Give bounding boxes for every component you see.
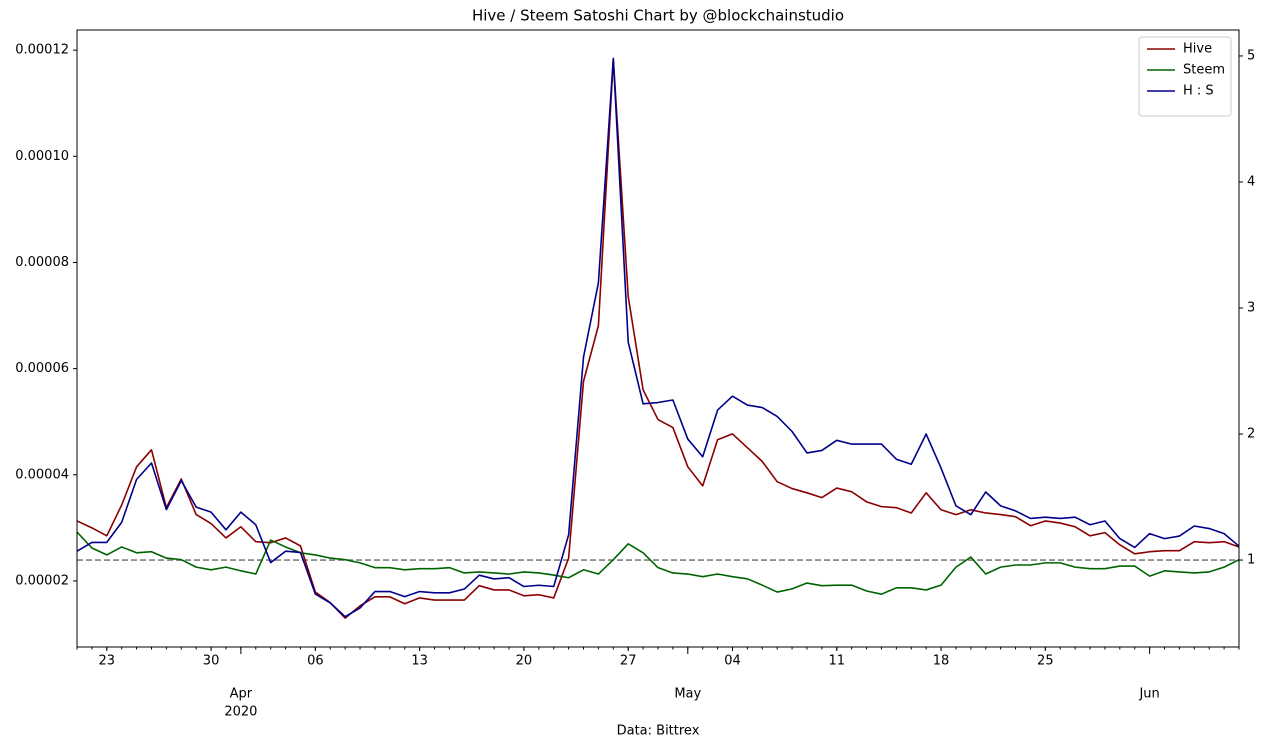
x-tick-label: 13 — [411, 654, 428, 669]
x-tick-label: 04 — [724, 654, 741, 669]
y-tick-label: 0.00012 — [15, 43, 69, 58]
x-month-label: Apr — [230, 687, 253, 702]
x-month-label: Jun — [1138, 687, 1159, 702]
y2-tick-label: 5 — [1247, 48, 1255, 63]
y2-tick-label: 2 — [1247, 427, 1255, 442]
series-line — [76, 57, 1240, 618]
x-tick-label: 25 — [1037, 654, 1054, 669]
x-tick-label: 06 — [307, 654, 324, 669]
x-tick-label: 11 — [828, 654, 845, 669]
y2-tick-label: 1 — [1247, 553, 1255, 568]
y-tick-label: 0.00010 — [15, 149, 69, 164]
x-tick-label: 30 — [203, 654, 220, 669]
x-axis-label: Data: Bittrex — [617, 724, 700, 739]
y-tick-label: 0.00002 — [15, 573, 69, 588]
legend-label: H : S — [1183, 84, 1214, 99]
y2-tick-label: 3 — [1247, 301, 1255, 316]
x-year-label: 2020 — [224, 705, 257, 720]
series-line — [76, 58, 1240, 619]
y-tick-label: 0.00006 — [15, 361, 69, 376]
x-month-label: May — [674, 687, 701, 702]
x-tick-label: 18 — [933, 654, 950, 669]
plot-frame — [76, 29, 1240, 648]
legend-label: Hive — [1183, 42, 1212, 57]
x-tick-label: 27 — [620, 654, 637, 669]
chart-title: Hive / Steem Satoshi Chart by @blockchai… — [472, 7, 844, 25]
legend-box — [1138, 36, 1232, 117]
x-tick-label: 23 — [99, 654, 116, 669]
x-tick-label: 20 — [516, 654, 533, 669]
y2-tick-label: 4 — [1247, 174, 1255, 189]
y-tick-label: 0.00008 — [15, 255, 69, 270]
y-tick-label: 0.00004 — [15, 467, 69, 482]
series-line — [76, 531, 1240, 595]
legend-label: Steem — [1183, 63, 1225, 78]
